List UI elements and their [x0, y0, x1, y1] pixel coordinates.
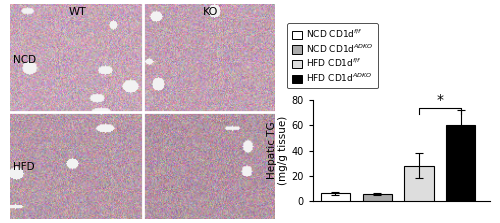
Text: B: B — [266, 0, 278, 2]
Bar — [404, 165, 434, 201]
Bar — [321, 193, 350, 201]
Bar — [362, 194, 392, 201]
Text: KO: KO — [202, 7, 218, 17]
Bar — [446, 125, 476, 201]
Text: *: * — [436, 93, 444, 107]
Text: NCD: NCD — [12, 55, 36, 65]
Text: HFD: HFD — [12, 162, 34, 172]
Y-axis label: Hepatic TG
(mg/g tissue): Hepatic TG (mg/g tissue) — [266, 116, 288, 185]
Text: WT: WT — [68, 7, 86, 17]
Text: A: A — [2, 0, 14, 2]
Legend: NCD CD1d$^{f/f}$, NCD CD1d$^{ADKO}$, HFD CD1d$^{f/f}$, HFD CD1d$^{ADKO}$: NCD CD1d$^{f/f}$, NCD CD1d$^{ADKO}$, HFD… — [287, 23, 378, 89]
